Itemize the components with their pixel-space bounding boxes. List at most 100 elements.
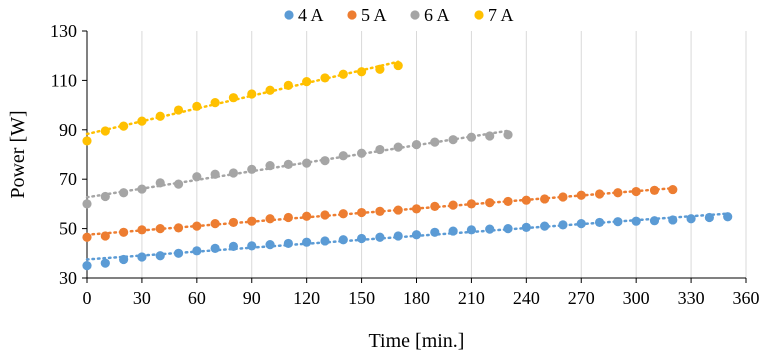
data-point-series-2	[393, 205, 403, 215]
x-tick-label: 120	[293, 288, 320, 308]
data-point-series-1	[631, 216, 641, 226]
data-point-series-2	[82, 232, 92, 242]
data-point-series-1	[503, 224, 513, 234]
data-point-series-3	[338, 151, 348, 161]
trendline-series-1	[85, 212, 729, 261]
data-point-series-2	[668, 184, 678, 195]
data-point-series-4	[320, 73, 330, 83]
data-point-series-1	[466, 225, 477, 235]
data-point-series-3	[155, 178, 165, 188]
data-point-series-2	[247, 216, 257, 226]
data-point-series-2	[356, 207, 367, 218]
y-tick-label: 70	[59, 169, 77, 189]
data-point-series-1	[430, 227, 440, 237]
data-point-series-1	[411, 230, 422, 240]
data-point-series-2	[210, 219, 220, 229]
y-tick-label: 50	[59, 219, 77, 239]
data-point-series-1	[558, 220, 568, 230]
data-point-series-1	[192, 246, 202, 256]
data-point-series-2	[485, 198, 495, 208]
data-point-series-4	[155, 111, 165, 121]
x-tick-label: 30	[133, 288, 151, 308]
data-point-series-4	[137, 116, 147, 126]
data-point-series-3	[448, 135, 458, 145]
data-point-series-2	[320, 210, 330, 220]
data-point-series-1	[723, 212, 733, 222]
data-point-series-1	[265, 240, 275, 250]
data-point-series-2	[448, 200, 458, 210]
data-point-series-3	[228, 168, 239, 178]
data-point-series-3	[283, 159, 293, 169]
data-point-series-2	[631, 186, 641, 197]
data-point-series-4	[356, 67, 367, 77]
x-tick-label: 210	[458, 288, 485, 308]
data-point-series-2	[594, 189, 605, 199]
data-point-series-2	[265, 214, 275, 224]
data-point-series-1	[594, 217, 605, 228]
x-tick-label: 330	[678, 288, 705, 308]
data-point-series-1	[82, 261, 92, 271]
data-point-series-3	[320, 156, 330, 166]
tick-labels: 30 50 70 90 110 130 0 30 60 90 120 150 180 210 240 270 3…	[50, 21, 760, 308]
data-points	[82, 60, 733, 271]
data-point-series-2	[558, 192, 568, 202]
data-point-series-4	[173, 105, 184, 115]
data-point-series-1	[137, 252, 147, 262]
data-point-series-3	[192, 172, 202, 182]
data-point-series-2	[613, 188, 623, 198]
data-point-series-3	[466, 132, 477, 142]
data-point-series-4	[302, 77, 312, 87]
data-point-series-1	[119, 254, 129, 265]
data-point-series-1	[521, 222, 531, 232]
data-point-series-3	[302, 158, 312, 168]
data-point-series-4	[265, 85, 275, 95]
axes	[82, 30, 747, 283]
data-point-series-2	[338, 209, 348, 219]
data-point-series-4	[375, 64, 385, 74]
grid-lines	[141, 31, 747, 278]
x-axis-title: Time [min.]	[369, 330, 465, 352]
data-point-series-3	[375, 144, 385, 155]
data-point-series-3	[430, 137, 440, 147]
data-point-series-3	[100, 191, 110, 202]
trendline-series-3	[85, 129, 510, 199]
data-point-series-1	[320, 236, 330, 246]
trendlines	[85, 60, 729, 261]
data-point-series-2	[173, 223, 184, 233]
data-point-series-3	[173, 179, 184, 189]
data-point-series-4	[393, 60, 403, 71]
data-point-series-2	[100, 231, 110, 241]
trendline-series-4	[85, 60, 400, 136]
data-point-series-4	[192, 101, 202, 111]
data-point-series-3	[411, 140, 422, 150]
data-point-series-1	[540, 221, 550, 231]
y-tick-label: 110	[51, 70, 77, 90]
data-point-series-1	[155, 251, 165, 261]
data-point-series-3	[265, 161, 275, 171]
x-tick-label: 150	[348, 288, 375, 308]
data-point-series-2	[192, 221, 202, 231]
data-point-series-2	[576, 190, 586, 200]
x-tick-label: 300	[623, 288, 650, 308]
x-tick-label: 0	[83, 288, 92, 308]
data-point-series-2	[466, 199, 477, 209]
data-point-series-3	[137, 184, 147, 194]
legend-item: 6 A	[410, 5, 450, 25]
data-point-series-1	[173, 248, 184, 258]
data-point-series-1	[393, 231, 403, 241]
data-point-series-2	[411, 204, 422, 214]
data-point-series-4	[82, 136, 92, 146]
data-point-series-2	[649, 185, 660, 195]
x-tick-label: 180	[403, 288, 430, 308]
legend-marker	[347, 10, 357, 20]
data-point-series-1	[247, 241, 257, 251]
data-point-series-1	[704, 212, 714, 223]
data-point-series-4	[228, 93, 239, 103]
data-point-series-1	[576, 219, 586, 229]
data-point-series-2	[521, 195, 531, 205]
data-point-series-1	[649, 216, 660, 226]
data-point-series-1	[228, 241, 239, 251]
data-point-series-1	[613, 217, 623, 227]
data-point-series-4	[210, 98, 220, 108]
